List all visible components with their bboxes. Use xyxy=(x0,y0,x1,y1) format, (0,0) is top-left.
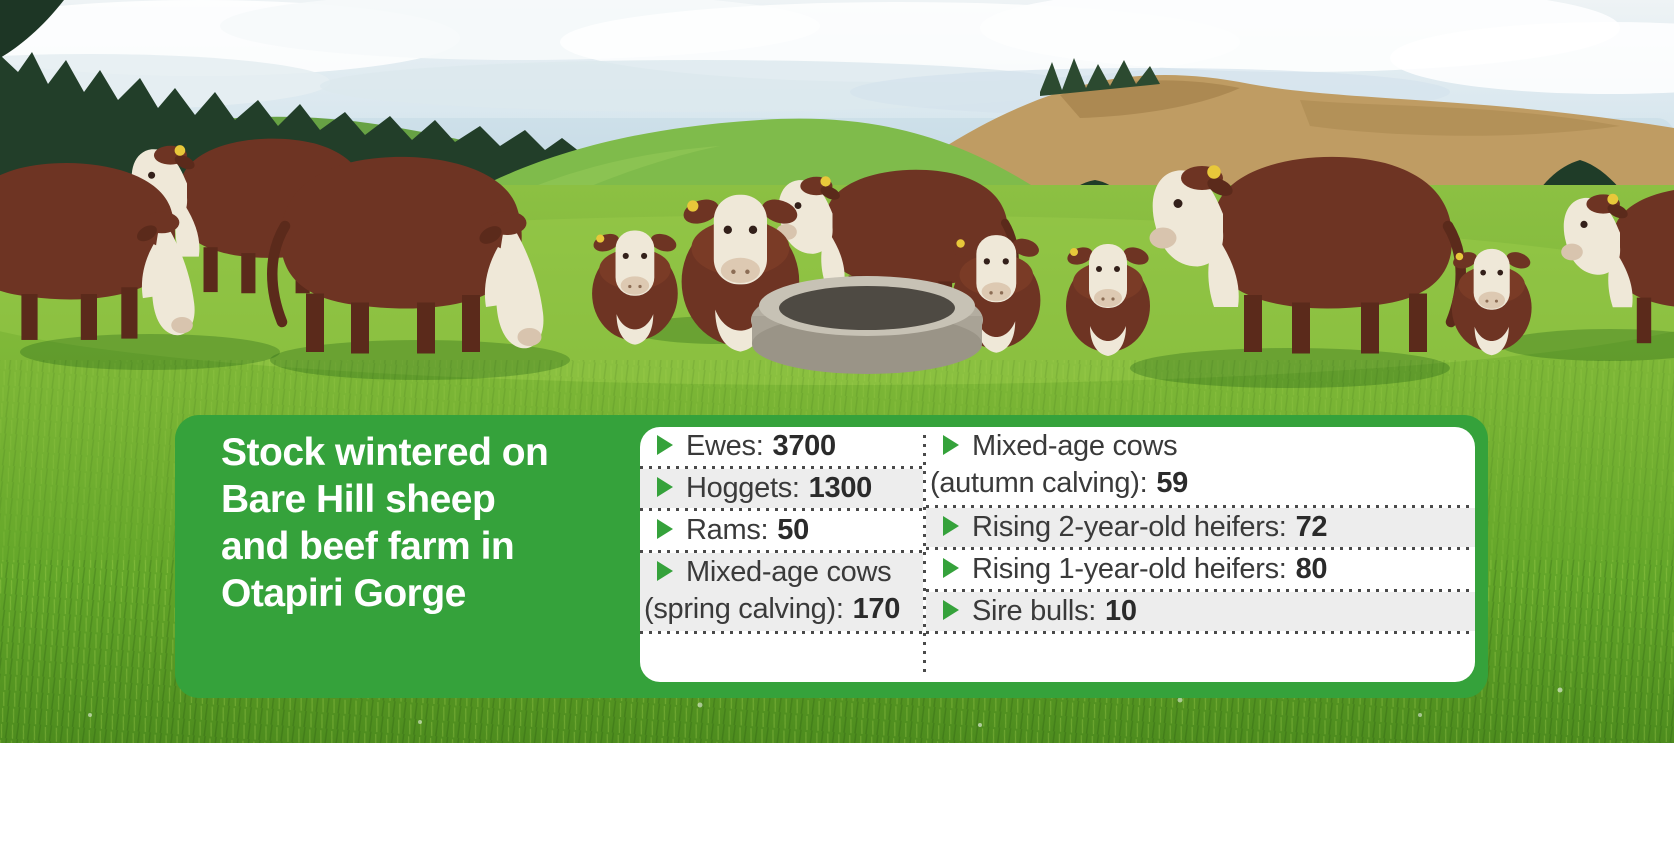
list-item: Sire bulls: 10 xyxy=(926,592,1475,631)
stock-column-left: Ewes: 3700 Hoggets: 1300 Rams: 50 Mixed-age… xyxy=(640,427,923,682)
stock-card: Ewes: 3700 Hoggets: 1300 Rams: 50 Mixed-age… xyxy=(640,427,1475,682)
stock-count: 10 xyxy=(1105,595,1137,627)
panel-title: Stock wintered on Bare Hill sheep and be… xyxy=(221,429,661,617)
dotted-separator xyxy=(926,505,1475,508)
stock-label: Mixed-age cows xyxy=(686,556,892,588)
water-trough xyxy=(751,276,983,374)
list-item: Ewes: 3700 xyxy=(640,427,923,466)
dotted-separator xyxy=(640,508,923,511)
triangle-bullet-icon xyxy=(657,435,673,455)
stock-count: 72 xyxy=(1295,511,1328,543)
panel-title-line: Stock wintered on xyxy=(221,431,549,474)
list-item: Rising 1-year-old heifers: 80 xyxy=(926,550,1475,589)
stock-label: Ewes: xyxy=(686,430,764,462)
stock-label: (spring calving): xyxy=(644,593,844,625)
stock-label: Mixed-age cows xyxy=(972,430,1178,462)
dotted-separator xyxy=(926,631,1475,634)
triangle-bullet-icon xyxy=(657,561,673,581)
dotted-separator xyxy=(640,466,923,469)
stock-label: Rams: xyxy=(686,514,769,546)
list-item: Rising 2-year-old heifers: 72 xyxy=(926,508,1475,547)
stock-column-right: Mixed-age cows (autumn calving): 59 Risin… xyxy=(926,427,1475,682)
panel-title-line: Otapiri Gorge xyxy=(221,572,466,615)
dotted-separator xyxy=(926,589,1475,592)
dotted-separator xyxy=(640,631,923,634)
list-item: Mixed-age cows (autumn calving): 59 xyxy=(926,427,1475,505)
list-item: Mixed-age cows (spring calving): 170 xyxy=(640,553,923,631)
list-item: Rams: 50 xyxy=(640,511,923,550)
stock-count: 170 xyxy=(852,593,901,625)
triangle-bullet-icon xyxy=(657,477,673,497)
stock-count: 80 xyxy=(1295,553,1328,585)
stock-label: Rising 2-year-old heifers: xyxy=(972,511,1287,543)
stock-count: 3700 xyxy=(772,430,836,462)
stock-count: 59 xyxy=(1156,467,1188,499)
stock-label: Hoggets: xyxy=(686,472,800,504)
panel-title-line: Bare Hill sheep xyxy=(221,478,496,521)
triangle-bullet-icon xyxy=(657,519,673,539)
list-item: Hoggets: 1300 xyxy=(640,469,923,508)
stock-count: 50 xyxy=(777,514,809,546)
triangle-bullet-icon xyxy=(943,516,959,536)
stock-panel: Stock wintered on Bare Hill sheep and be… xyxy=(175,415,1488,698)
stock-count: 1300 xyxy=(808,472,873,504)
stock-label: Sire bulls: xyxy=(972,595,1097,627)
dotted-separator xyxy=(926,547,1475,550)
dotted-separator xyxy=(640,550,923,553)
triangle-bullet-icon xyxy=(943,435,959,455)
triangle-bullet-icon xyxy=(943,558,959,578)
stock-label: (autumn calving): xyxy=(930,467,1148,499)
stock-label: Rising 1-year-old heifers: xyxy=(972,553,1287,585)
triangle-bullet-icon xyxy=(943,600,959,620)
column-divider xyxy=(923,435,926,674)
panel-title-line: and beef farm in xyxy=(221,525,515,568)
